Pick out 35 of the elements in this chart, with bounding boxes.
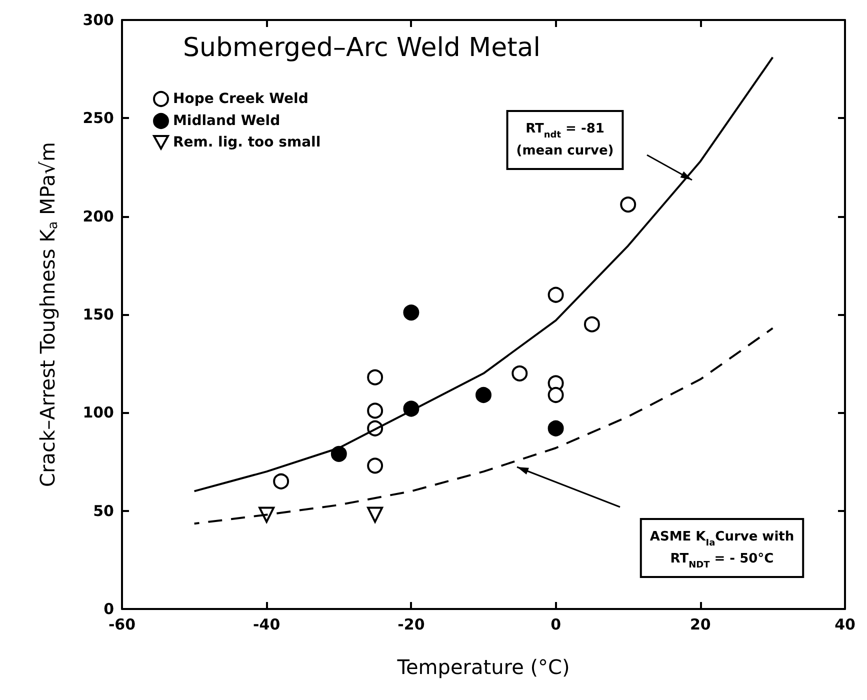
- x-axis-title: Temperature (°C): [396, 655, 570, 679]
- y-tick-label: 300: [82, 11, 114, 29]
- point: [584, 316, 600, 332]
- y-tick-label: 250: [82, 109, 114, 128]
- point: [258, 506, 275, 523]
- point: [548, 420, 564, 436]
- point: [367, 402, 384, 419]
- legend-label: Rem. lig. too small: [173, 134, 321, 150]
- x-tick-label: -20: [398, 616, 425, 634]
- x-tick-label: 20: [690, 616, 711, 634]
- legend-label: Hope Creek Weld: [173, 91, 308, 107]
- point: [273, 473, 290, 490]
- point: [330, 446, 347, 462]
- text: Submerged–Arc Weld Metal: [183, 33, 540, 63]
- point: [367, 369, 384, 386]
- x-tick-label: 0: [550, 616, 562, 634]
- point: [403, 304, 420, 321]
- y-tick-label: 150: [82, 306, 114, 324]
- y-tick-label: 50: [93, 502, 114, 520]
- y-tick-label: 200: [82, 207, 114, 226]
- point: [367, 506, 384, 523]
- point: [548, 286, 564, 303]
- point: [548, 387, 564, 403]
- y-tick-label: 0: [104, 600, 114, 618]
- line-series: [193, 327, 774, 525]
- x-tick-label: -40: [253, 616, 280, 634]
- y-axis-title: Crack–Arrest Toughness Ka MPa√m: [36, 142, 61, 487]
- x-tick-label: -60: [108, 616, 136, 634]
- point: [512, 365, 528, 382]
- point: [367, 458, 384, 474]
- legend-label: Midland Weld: [173, 113, 280, 129]
- point: [476, 387, 492, 403]
- x-tick-label: 40: [834, 616, 856, 634]
- point: [620, 196, 636, 213]
- y-tick-label: 100: [82, 404, 114, 422]
